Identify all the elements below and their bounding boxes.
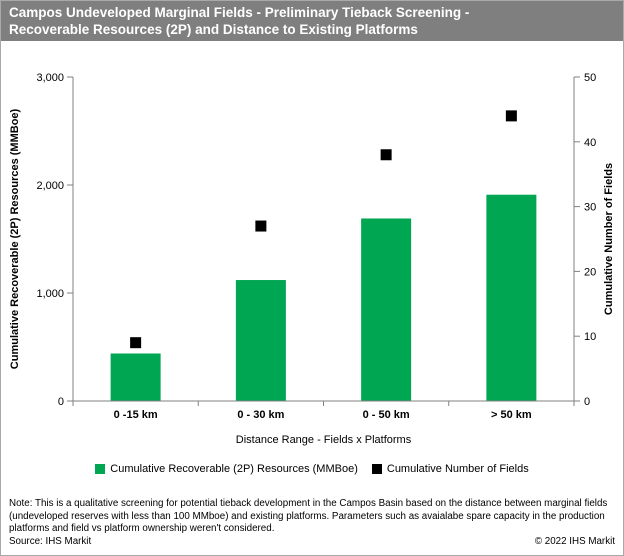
svg-text:0 - 30 km: 0 - 30 km — [237, 409, 284, 421]
chart-title-line2: Recoverable Resources (2P) and Distance … — [9, 22, 418, 37]
svg-text:Cumulative Number of Fields: Cumulative Number of Fields — [603, 163, 615, 315]
chart-title-line1: Campos Undeveloped Marginal Fields - Pre… — [9, 5, 470, 20]
footnote-line-3: platforms and field vs platform ownershi… — [9, 523, 275, 534]
svg-text:0: 0 — [58, 396, 64, 408]
svg-text:3,000: 3,000 — [36, 72, 64, 84]
scatter-point-0 — [130, 337, 142, 349]
black-square-icon — [371, 464, 382, 474]
svg-text:Distance Range - Fields x Pla: Distance Range - Fields x Platforms — [236, 434, 412, 446]
svg-text:0 - 50 km: 0 - 50 km — [363, 409, 410, 421]
scatter-point-2 — [380, 149, 392, 161]
bar-3 — [486, 194, 537, 401]
chart-canvas: 0 1,000 2,000 3,000 0 10 20 30 40 50 0 -15 km 0 - 3… — [9, 72, 615, 446]
svg-text:0 -15 km: 0 -15 km — [114, 409, 158, 421]
svg-text:2,000: 2,000 — [36, 180, 64, 192]
copyright-label: © 2022 IHS Markit — [534, 535, 615, 547]
svg-text:40: 40 — [584, 137, 596, 149]
scatter-point-3 — [505, 110, 517, 122]
bar-1 — [235, 280, 286, 401]
green-square-icon — [95, 464, 106, 474]
legend-item-fields: Cumulative Number of Fields — [371, 463, 529, 475]
source-label: Source: IHS Markit — [9, 535, 92, 547]
svg-text:Cumulative Recoverable (2P): Cumulative Recoverable (2P) Resources (M… — [9, 108, 21, 369]
chart-legend: Cumulative Recoverable (2P) Resources (M… — [1, 459, 623, 479]
footnote-line-2: (undeveloped reserves with less than 100… — [9, 510, 605, 522]
svg-text:50: 50 — [584, 72, 596, 84]
legend-item-resources: Cumulative Recoverable (2P) Resources (M… — [95, 463, 358, 475]
bar-0 — [110, 353, 161, 401]
bar-2 — [361, 218, 412, 401]
legend-label-resources: Cumulative Recoverable (2P) Resources (M… — [110, 463, 358, 475]
footnote-line-1: Note: This is a qualitative screening fo… — [9, 498, 608, 509]
chart-title: Campos Undeveloped Marginal Fields - Pre… — [1, 1, 623, 41]
svg-text:1,000: 1,000 — [36, 288, 64, 300]
svg-text:0: 0 — [584, 396, 590, 408]
svg-text:> 50 km: > 50 km — [491, 409, 532, 421]
footer: Note: This is a qualitative screening fo… — [9, 498, 615, 548]
scatter-point-1 — [255, 220, 267, 232]
svg-text:10: 10 — [584, 331, 596, 343]
svg-text:20: 20 — [584, 266, 596, 278]
svg-text:30: 30 — [584, 202, 596, 214]
legend-label-fields: Cumulative Number of Fields — [386, 463, 529, 475]
